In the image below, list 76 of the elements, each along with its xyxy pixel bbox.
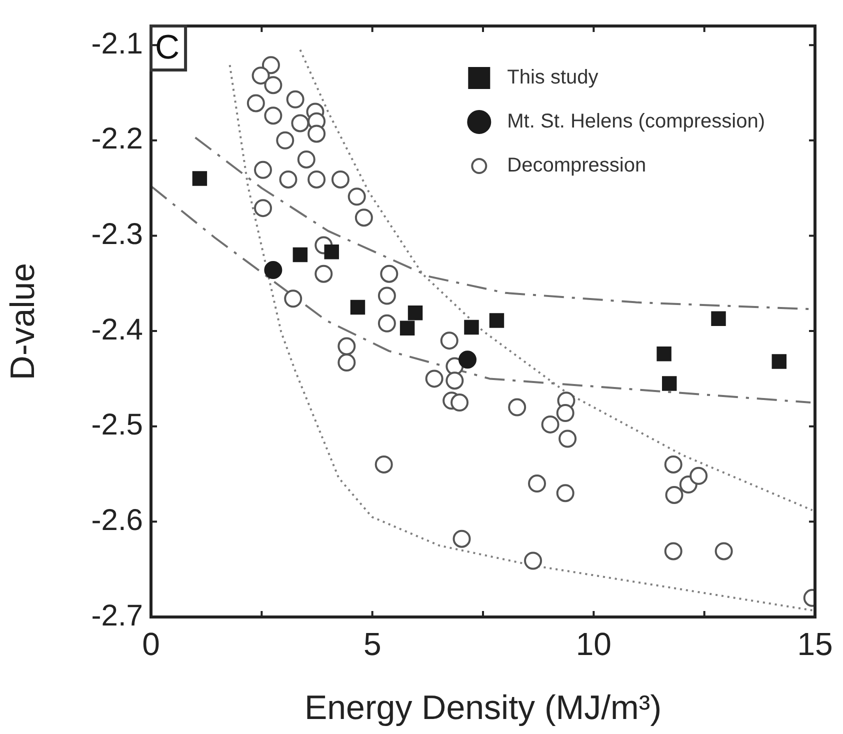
legend-label: Mt. St. Helens (compression) (507, 110, 766, 133)
legend-label: This study (507, 66, 598, 89)
point (440, 332, 458, 350)
point (350, 300, 366, 315)
line-series (299, 48, 814, 512)
point (489, 313, 504, 328)
point (354, 208, 373, 227)
point (556, 404, 574, 422)
point (331, 170, 350, 188)
y-axis-title: D-value (4, 262, 42, 380)
point (284, 290, 302, 308)
point (291, 114, 310, 132)
y-tick-label: -2.2 (91, 122, 143, 156)
point (665, 486, 684, 504)
point (254, 160, 272, 179)
point (378, 286, 396, 305)
annotation: C (155, 28, 180, 66)
point (192, 171, 208, 186)
point (338, 337, 356, 356)
y-tick-label: -2.7 (91, 599, 143, 632)
y-tick-label: -2.6 (91, 504, 143, 537)
x-tick-label: 5 (363, 626, 382, 662)
legend-label: Decompression (507, 154, 646, 177)
point (772, 354, 787, 369)
point (452, 530, 471, 548)
x-tick-label: 10 (576, 626, 612, 662)
point (664, 542, 682, 560)
point (262, 56, 280, 74)
point (508, 398, 526, 416)
point (450, 394, 469, 412)
point (425, 370, 444, 388)
point (556, 484, 574, 502)
point (279, 170, 298, 188)
point (408, 306, 423, 320)
point (656, 346, 672, 362)
point (378, 314, 396, 332)
point (264, 106, 282, 125)
point (348, 188, 366, 206)
point (324, 244, 339, 260)
point (374, 455, 393, 474)
point (338, 353, 356, 372)
point (264, 76, 282, 94)
point (297, 150, 316, 168)
point (662, 376, 677, 391)
point (446, 372, 464, 390)
line-series (228, 64, 814, 612)
point (664, 455, 682, 474)
point (714, 542, 733, 560)
y-tick-label: -2.3 (91, 218, 143, 251)
x-tick-label: 15 (797, 626, 833, 662)
point (314, 264, 333, 283)
point (308, 170, 326, 188)
point (690, 466, 708, 485)
y-tick-label: -2.5 (91, 408, 143, 442)
point (264, 261, 282, 280)
point (711, 311, 726, 326)
point (246, 94, 265, 112)
y-tick-label: -2.1 (91, 27, 143, 60)
line-series (151, 185, 812, 404)
point (541, 415, 560, 434)
point (528, 474, 546, 493)
point (292, 247, 308, 262)
point (254, 199, 272, 218)
x-axis-title: Energy Density (MJ/m³) (304, 688, 662, 727)
point (252, 66, 270, 85)
point (458, 350, 477, 369)
point (400, 320, 415, 336)
point (276, 131, 294, 150)
point (464, 320, 479, 335)
point (286, 90, 304, 108)
point (524, 552, 542, 570)
point (558, 430, 577, 448)
y-tick-label: -2.4 (91, 313, 143, 346)
point (308, 124, 326, 143)
x-tick-label: 0 (142, 626, 160, 662)
point (380, 264, 398, 283)
